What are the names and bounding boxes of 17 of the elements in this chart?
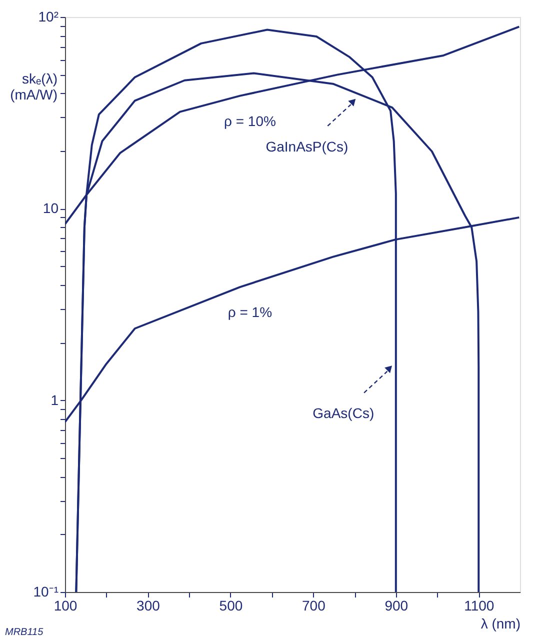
text: MRB115 [5,627,44,638]
y-tick-label: 10² [38,8,59,24]
x-tick-label: 700 [302,598,326,614]
y-tick-label: 10⁻¹ [33,584,59,600]
x-tick-label: 900 [384,598,408,614]
series-label: ρ = 10% [224,112,276,129]
annotation: GaAs(Cs) [312,405,374,422]
x-tick-label: 500 [219,598,243,614]
series-label: ρ = 1% [228,304,272,320]
annotation: GaInAsP(Cs) [266,138,348,154]
x-tick-label: 1100 [464,598,494,614]
x-axis-title: λ (nm) [480,616,520,632]
x-tick-label: 300 [136,598,160,614]
y-tick-label: 10 [42,200,59,216]
x-tick-label: 100 [54,598,78,614]
y-tick-label: 1 [50,392,59,408]
y-axis-title: skₑ(λ) (mA/W) [10,70,58,102]
